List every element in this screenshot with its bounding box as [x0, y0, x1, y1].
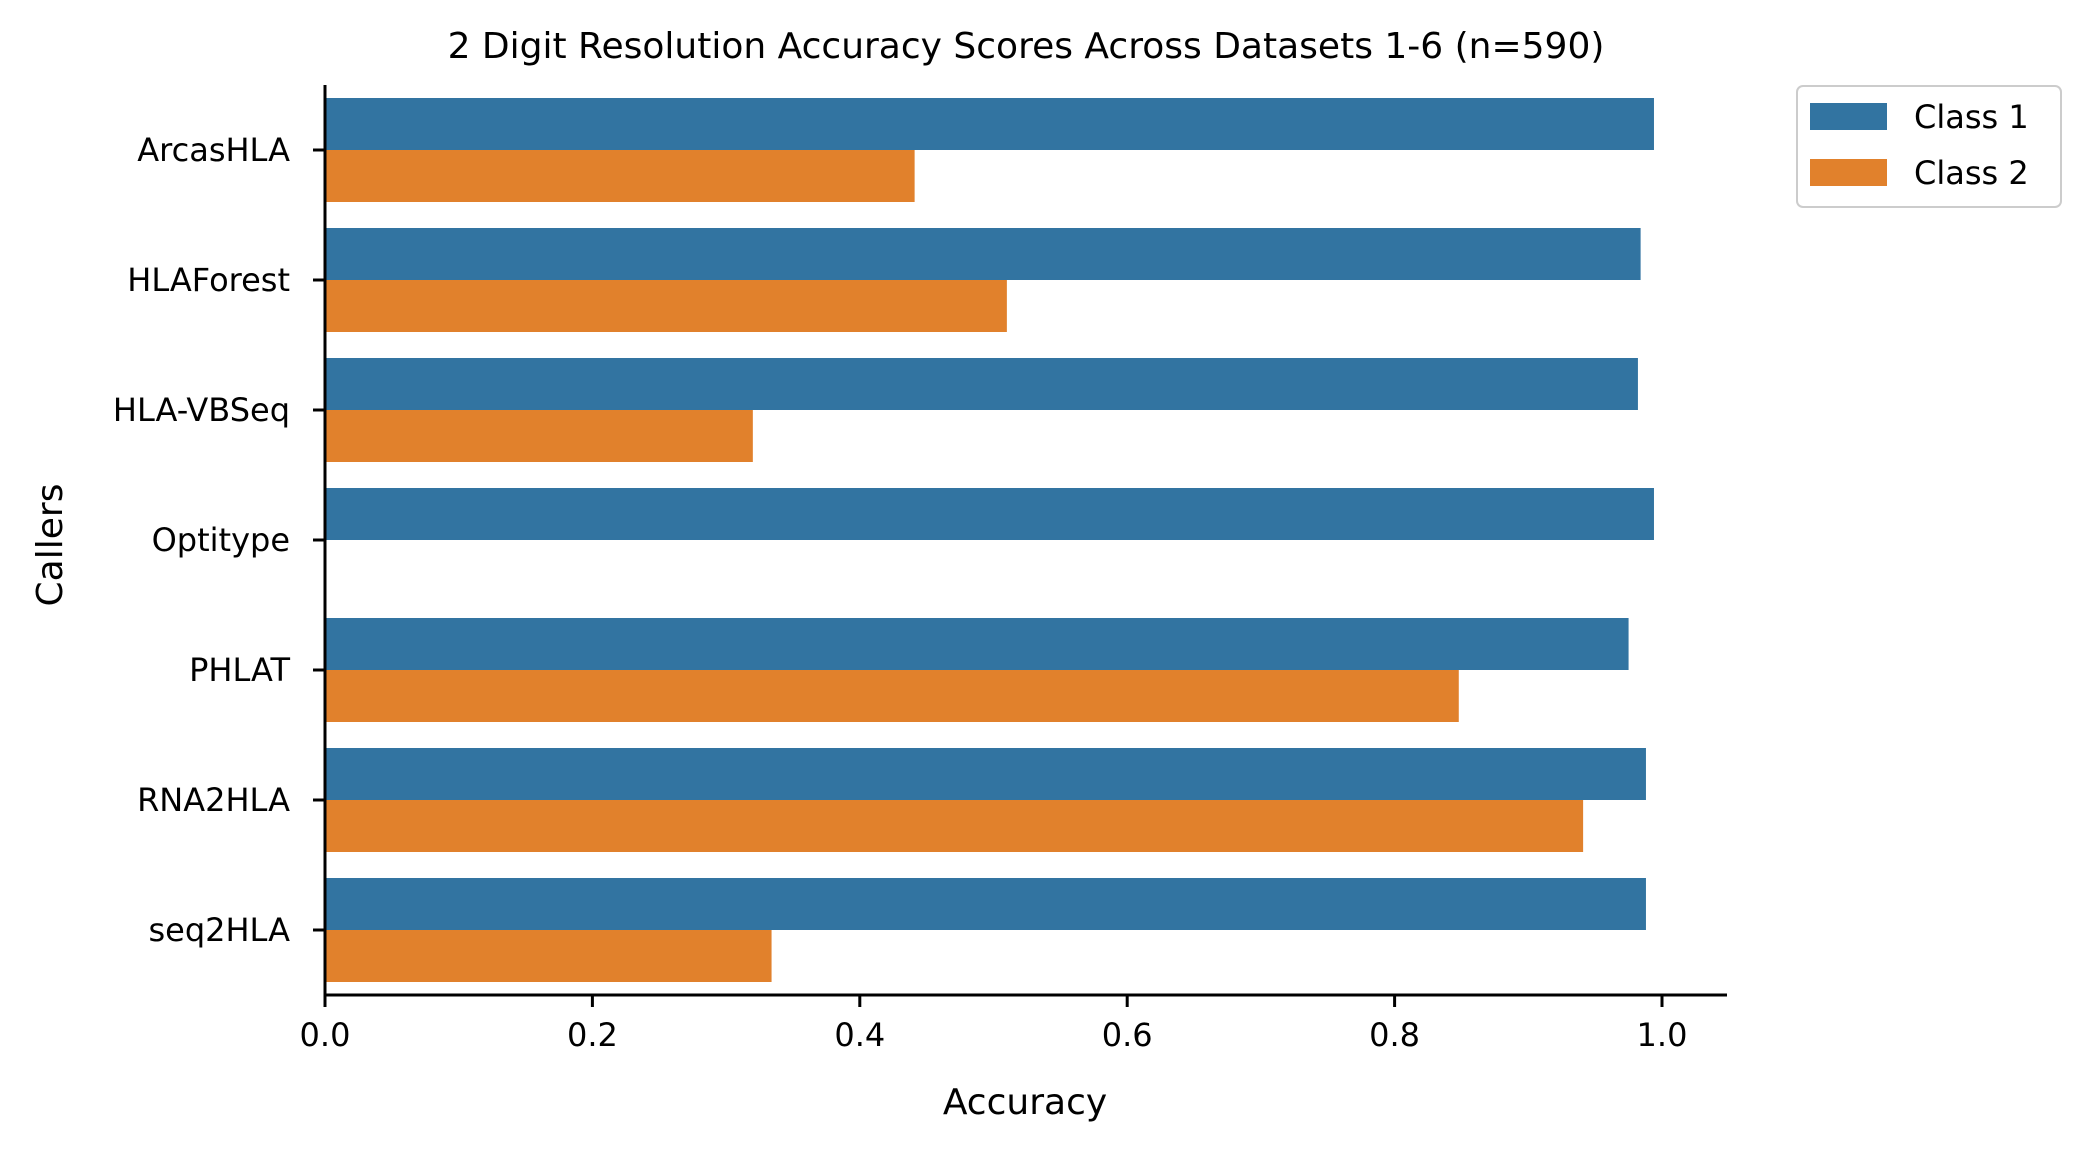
chart-title: 2 Digit Resolution Accuracy Scores Acros…: [448, 26, 1605, 67]
bar-class-2-hla-vbseq: [325, 410, 753, 462]
y-axis-label: Callers: [30, 484, 71, 607]
bar-class-2-phlat: [325, 670, 1459, 722]
bar-class-1-hla-vbseq: [325, 358, 1638, 410]
x-tick-label: 0.8: [1369, 1016, 1420, 1054]
bar-class-1-seq2hla: [325, 878, 1646, 930]
legend-swatch-class-2: [1810, 159, 1887, 186]
y-tick-label: HLAForest: [127, 261, 290, 299]
y-tick-label: PHLAT: [189, 651, 290, 689]
y-tick-label: HLA-VBSeq: [113, 391, 290, 429]
y-tick-label: RNA2HLA: [137, 781, 290, 819]
bar-class-2-arcashla: [325, 150, 915, 202]
x-ticks-group: 0.0 0.2 0.4 0.6 0.8 1.0: [300, 995, 1688, 1054]
bar-class-2-rna2hla: [325, 800, 1584, 852]
y-ticks-group: ArcasHLA HLAForest HLA-VBSeq Optitype PHLAT R…: [113, 131, 325, 949]
x-tick-label: 0.0: [300, 1016, 351, 1054]
x-axis-label: Accuracy: [943, 1082, 1107, 1123]
bars-group: [325, 98, 1654, 982]
x-tick-label: 0.6: [1102, 1016, 1153, 1054]
legend-swatch-class-1: [1810, 103, 1887, 130]
x-tick-label: 0.4: [834, 1016, 885, 1054]
bar-class-1-arcashla: [325, 98, 1654, 150]
y-tick-label: seq2HLA: [148, 911, 290, 949]
bar-class-1-rna2hla: [325, 748, 1646, 800]
x-tick-label: 0.2: [567, 1016, 618, 1054]
legend-label: Class 2: [1914, 154, 2029, 192]
bar-class-1-phlat: [325, 618, 1629, 670]
legend-label: Class 1: [1914, 98, 2029, 136]
legend: Class 1 Class 2: [1796, 85, 2062, 208]
bar-class-1-optitype: [325, 488, 1654, 540]
bar-class-1-hlaforest: [325, 228, 1641, 280]
bar-class-2-seq2hla: [325, 930, 772, 982]
y-tick-label: Optitype: [152, 521, 290, 559]
x-tick-label: 1.0: [1637, 1016, 1688, 1054]
bar-class-2-hlaforest: [325, 280, 1007, 332]
y-tick-label: ArcasHLA: [137, 131, 290, 169]
